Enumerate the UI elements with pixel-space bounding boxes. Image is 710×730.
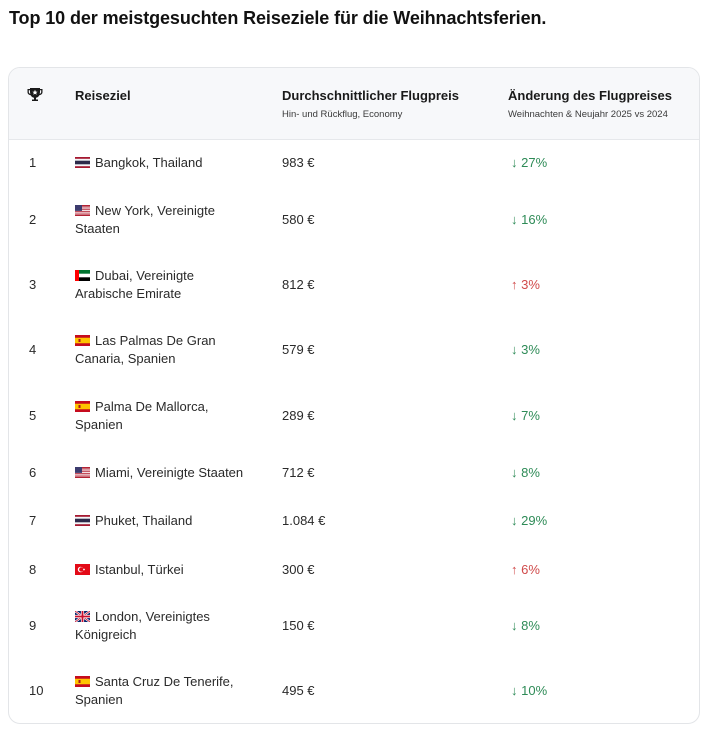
destination-cell: Miami, Vereinigte Staaten xyxy=(75,464,265,482)
header-change: Änderung des Flugpreises Weihnachten & N… xyxy=(508,88,672,121)
destination-cell: Las Palmas De Gran Canaria, Spanien xyxy=(75,332,265,368)
rank-number: 6 xyxy=(29,465,37,480)
destination-line1: Las Palmas De Gran xyxy=(95,333,216,348)
destination-line1: Dubai, Vereinigte xyxy=(95,268,195,283)
price-value: 495 € xyxy=(282,683,315,698)
header-change-sublabel: Weihnachten & Neujahr 2025 vs 2024 xyxy=(508,109,668,120)
table-header: Reiseziel Durchschnittlicher Flugpreis H… xyxy=(9,68,699,140)
price-value: 812 € xyxy=(282,277,315,292)
destination-line1: Istanbul, Türkei xyxy=(95,562,184,577)
flag-usa-icon xyxy=(75,467,90,478)
price-value: 300 € xyxy=(282,562,315,577)
rank-number: 7 xyxy=(29,513,37,528)
rank-number: 4 xyxy=(29,342,37,357)
flag-turkey-icon xyxy=(75,564,90,575)
flag-thailand-icon xyxy=(75,515,90,526)
rank-number: 8 xyxy=(29,562,37,577)
price-change-down: ↓ 8% xyxy=(511,465,540,480)
rank-number: 3 xyxy=(29,277,37,292)
price-change-down: ↓ 3% xyxy=(511,342,540,357)
flag-spain-icon xyxy=(75,401,90,412)
price-value: 289 € xyxy=(282,408,315,423)
flag-uae-icon xyxy=(75,270,90,281)
price-value: 150 € xyxy=(282,618,315,633)
rank-number: 5 xyxy=(29,408,37,423)
destination-cell: Dubai, Vereinigte Arabische Emirate xyxy=(75,267,265,303)
destination-line1: Santa Cruz De Tenerife, xyxy=(95,674,234,689)
header-price-label: Durchschnittlicher Flugpreis xyxy=(282,88,459,103)
destination-line2: Spanien xyxy=(75,692,123,707)
header-change-label: Änderung des Flugpreises xyxy=(508,88,672,103)
flag-usa-icon xyxy=(75,205,90,216)
page-title: Top 10 der meistgesuchten Reiseziele für… xyxy=(9,8,547,28)
price-value: 712 € xyxy=(282,465,315,480)
destination-line2: Canaria, Spanien xyxy=(75,351,176,366)
destination-cell: Phuket, Thailand xyxy=(75,512,265,530)
header-destination: Reiseziel xyxy=(75,88,131,104)
destinations-table: Reiseziel Durchschnittlicher Flugpreis H… xyxy=(8,67,700,724)
destination-line1: Miami, Vereinigte Staaten xyxy=(95,465,244,480)
flag-uk-icon xyxy=(75,611,90,622)
rank-number: 10 xyxy=(29,683,44,698)
destination-cell: London, Vereinigtes Königreich xyxy=(75,608,265,644)
destination-line1: New York, Vereinigte xyxy=(95,203,215,218)
price-change-up: ↑ 3% xyxy=(511,277,540,292)
header-price: Durchschnittlicher Flugpreis Hin- und Rü… xyxy=(282,88,459,121)
price-change-up: ↑ 6% xyxy=(511,562,540,577)
destination-line1: Palma De Mallorca, xyxy=(95,399,209,414)
header-destination-label: Reiseziel xyxy=(75,88,131,103)
price-change-down: ↓ 16% xyxy=(511,212,548,227)
price-value: 580 € xyxy=(282,212,315,227)
destination-line1: Bangkok, Thailand xyxy=(95,155,203,170)
destination-cell: Palma De Mallorca, Spanien xyxy=(75,398,265,434)
destination-line2: Arabische Emirate xyxy=(75,286,182,301)
destination-line2: Königreich xyxy=(75,627,137,642)
rank-number: 1 xyxy=(29,155,37,170)
flag-spain-icon xyxy=(75,676,90,687)
price-change-down: ↓ 8% xyxy=(511,618,540,633)
header-price-sublabel: Hin- und Rückflug, Economy xyxy=(282,109,403,120)
destination-cell: Santa Cruz De Tenerife, Spanien xyxy=(75,673,265,709)
flag-thailand-icon xyxy=(75,157,90,168)
price-value: 983 € xyxy=(282,155,315,170)
rank-number: 2 xyxy=(29,212,37,227)
price-value: 1.084 € xyxy=(282,513,326,528)
destination-cell: New York, Vereinigte Staaten xyxy=(75,202,265,238)
price-change-down: ↓ 7% xyxy=(511,408,540,423)
destination-line2: Spanien xyxy=(75,417,123,432)
price-change-down: ↓ 27% xyxy=(511,155,548,170)
destination-line2: Staaten xyxy=(75,221,120,236)
destination-line1: Phuket, Thailand xyxy=(95,513,193,528)
trophy-icon xyxy=(26,86,44,104)
price-change-down: ↓ 10% xyxy=(511,683,548,698)
price-change-down: ↓ 29% xyxy=(511,513,548,528)
destination-cell: Istanbul, Türkei xyxy=(75,561,265,579)
flag-spain-icon xyxy=(75,335,90,346)
destination-line1: London, Vereinigtes xyxy=(95,609,210,624)
price-value: 579 € xyxy=(282,342,315,357)
rank-number: 9 xyxy=(29,618,37,633)
destination-cell: Bangkok, Thailand xyxy=(75,154,265,172)
